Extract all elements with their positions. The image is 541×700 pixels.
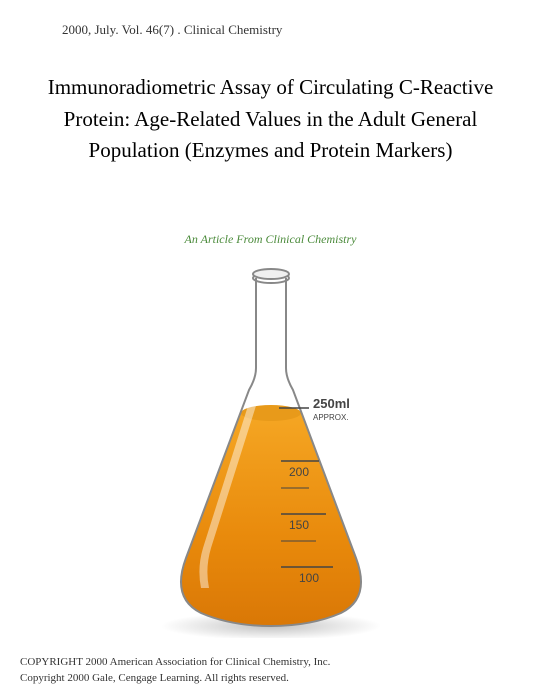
flask-liquid [161,413,381,628]
label-approx: APPROX. [313,413,349,422]
copyright-block: COPYRIGHT 2000 American Association for … [20,655,521,686]
label-250: 250ml [313,396,350,411]
header-citation: 2000, July. Vol. 46(7) . Clinical Chemis… [0,22,541,38]
flask-svg: 250ml APPROX. 200 150 100 [131,258,411,638]
label-150: 150 [289,518,309,532]
article-subtitle: An Article From Clinical Chemistry [0,232,541,247]
article-title: Immunoradiometric Assay of Circulating C… [40,72,501,167]
citation-text: 2000, July. Vol. 46(7) . Clinical Chemis… [62,22,282,37]
label-200: 200 [289,465,309,479]
copyright-line-1: COPYRIGHT 2000 American Association for … [20,655,521,670]
flask-rim-top [253,269,289,279]
flask-illustration: 250ml APPROX. 200 150 100 [0,258,541,638]
page: 2000, July. Vol. 46(7) . Clinical Chemis… [0,0,541,700]
label-100: 100 [299,571,319,585]
copyright-line-2: Copyright 2000 Gale, Cengage Learning. A… [20,671,521,686]
